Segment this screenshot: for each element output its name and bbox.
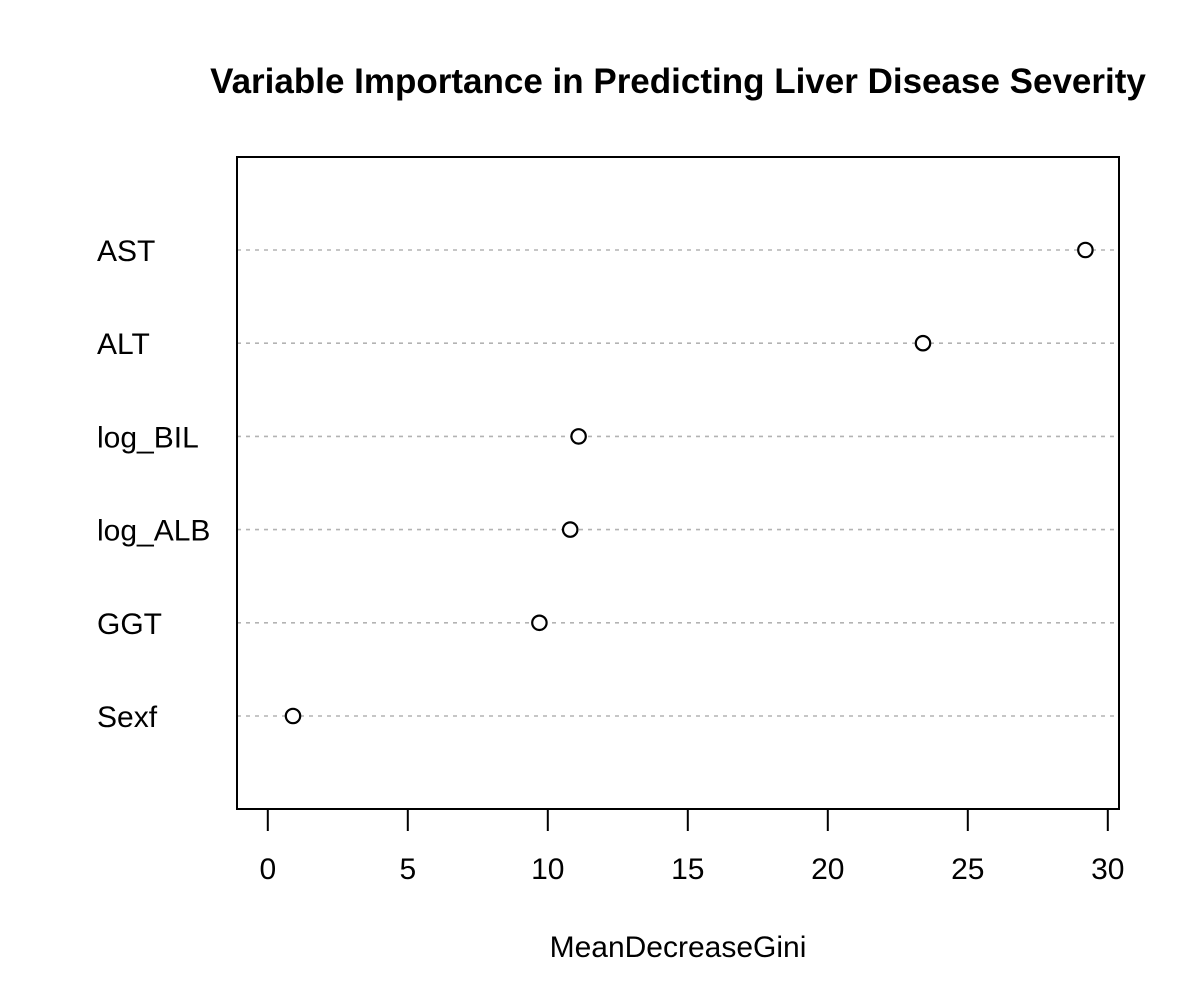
data-points <box>284 241 1094 725</box>
x-ticks: 0 5 10 15 20 25 30 <box>259 809 1124 886</box>
data-point <box>561 521 579 538</box>
x-axis: 0 5 10 15 20 25 30 <box>259 808 1124 886</box>
x-tick-label: 25 <box>951 853 984 886</box>
x-axis-label: MeanDecreaseGini <box>550 931 807 964</box>
guide-lines <box>237 249 1119 717</box>
category-label: GGT <box>97 608 162 641</box>
category-label: Sexf <box>97 701 158 734</box>
x-tick-label: 15 <box>671 853 704 886</box>
category-label: ALT <box>97 328 150 361</box>
plot-frame <box>236 156 1120 810</box>
x-tick-label: 20 <box>811 853 844 886</box>
category-label: log_BIL <box>97 421 199 454</box>
category-label: AST <box>97 235 155 268</box>
data-point <box>570 428 587 445</box>
category-label: log_ALB <box>97 515 210 548</box>
x-tick-label: 10 <box>531 853 564 886</box>
category-labels: AST ALT log_BIL log_ALB GGT Sexf <box>97 235 210 734</box>
chart-title: Variable Importance in Predicting Liver … <box>210 62 1146 101</box>
data-point <box>914 334 932 352</box>
data-point <box>284 707 302 725</box>
data-point <box>531 614 548 632</box>
x-tick-label: 0 <box>259 853 276 886</box>
data-point <box>1077 241 1094 259</box>
x-tick-label: 30 <box>1091 853 1124 886</box>
x-tick-label: 5 <box>399 853 416 886</box>
